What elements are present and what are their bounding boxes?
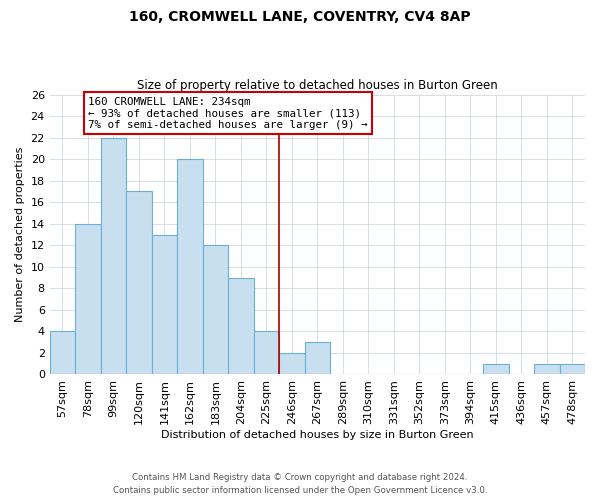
Bar [228, 278, 254, 374]
Bar [126, 192, 152, 374]
Bar [75, 224, 101, 374]
Title: Size of property relative to detached houses in Burton Green: Size of property relative to detached ho… [137, 79, 498, 92]
Text: 160, CROMWELL LANE, COVENTRY, CV4 8AP: 160, CROMWELL LANE, COVENTRY, CV4 8AP [129, 10, 471, 24]
Y-axis label: Number of detached properties: Number of detached properties [15, 147, 25, 322]
Bar [279, 353, 305, 374]
Bar [203, 246, 228, 374]
Bar [177, 159, 203, 374]
Text: 160 CROMWELL LANE: 234sqm
← 93% of detached houses are smaller (113)
7% of semi-: 160 CROMWELL LANE: 234sqm ← 93% of detac… [88, 96, 367, 130]
Bar [483, 364, 509, 374]
Bar [534, 364, 560, 374]
Text: Contains HM Land Registry data © Crown copyright and database right 2024.
Contai: Contains HM Land Registry data © Crown c… [113, 474, 487, 495]
Bar [152, 234, 177, 374]
Bar [50, 332, 75, 374]
Bar [254, 332, 279, 374]
Bar [101, 138, 126, 374]
X-axis label: Distribution of detached houses by size in Burton Green: Distribution of detached houses by size … [161, 430, 473, 440]
Bar [560, 364, 585, 374]
Bar [305, 342, 330, 374]
